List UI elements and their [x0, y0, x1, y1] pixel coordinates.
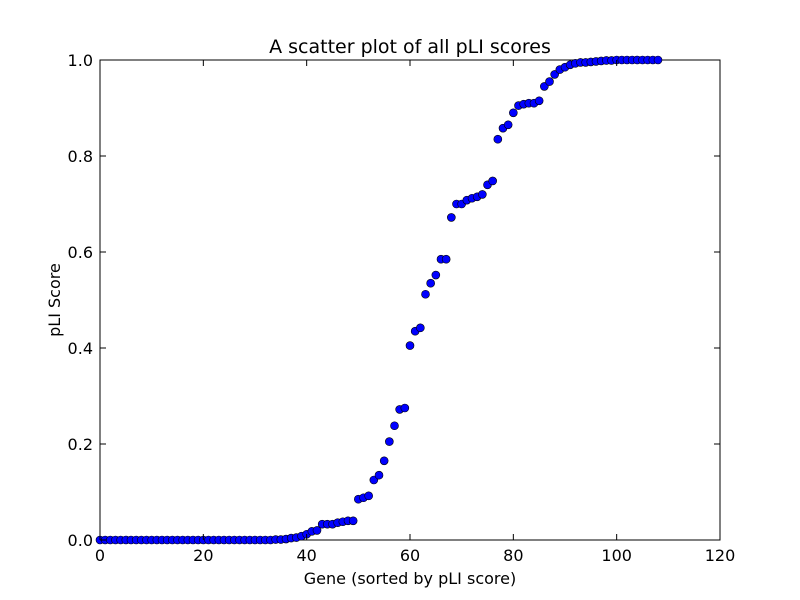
x-tick-label: 40 — [296, 546, 316, 565]
data-point — [488, 176, 497, 186]
data-point — [385, 437, 394, 446]
data-point — [390, 421, 399, 431]
data-point — [493, 134, 503, 144]
y-tick-label: 0.8 — [68, 147, 93, 166]
data-point — [312, 526, 322, 535]
y-axis: 0.0 0.2 0.4 0.6 0.8 1.0 — [68, 51, 720, 550]
data-point — [509, 108, 518, 118]
x-tick-label: 60 — [400, 546, 420, 565]
chart-title: A scatter plot of all pLI scores — [269, 36, 551, 58]
y-tick-label: 0.6 — [68, 243, 93, 262]
y-tick-label: 1.0 — [68, 51, 93, 70]
x-tick-label: 100 — [601, 546, 632, 565]
data-point — [348, 516, 358, 526]
data-point — [447, 213, 456, 222]
data-point — [653, 55, 663, 65]
data-point — [416, 323, 425, 333]
data-point — [545, 77, 554, 86]
x-tick-label: 120 — [705, 546, 736, 565]
data-point — [503, 120, 513, 130]
data-point — [374, 470, 384, 480]
data-point — [534, 96, 544, 106]
data-point — [478, 190, 487, 199]
y-axis-label: pLI Score — [45, 263, 64, 337]
data-point — [426, 278, 435, 288]
y-tick-label: 0.0 — [68, 531, 93, 550]
data-point — [421, 289, 430, 299]
data-points — [95, 55, 663, 545]
x-tick-label: 0 — [95, 546, 105, 565]
data-point — [405, 341, 415, 350]
plot-frame — [99, 59, 721, 541]
x-tick-label: 20 — [193, 546, 213, 565]
data-point — [379, 456, 389, 466]
x-axis-label: Gene (sorted by pLI score) — [304, 569, 516, 588]
x-tick-label: 80 — [503, 546, 523, 565]
x-axis: 0 20 40 60 80 100 120 — [95, 60, 735, 565]
data-point — [400, 403, 410, 413]
data-point — [431, 270, 441, 280]
y-tick-label: 0.4 — [68, 339, 93, 358]
data-point — [441, 254, 451, 264]
y-tick-label: 0.2 — [68, 435, 93, 454]
data-point — [364, 491, 373, 501]
